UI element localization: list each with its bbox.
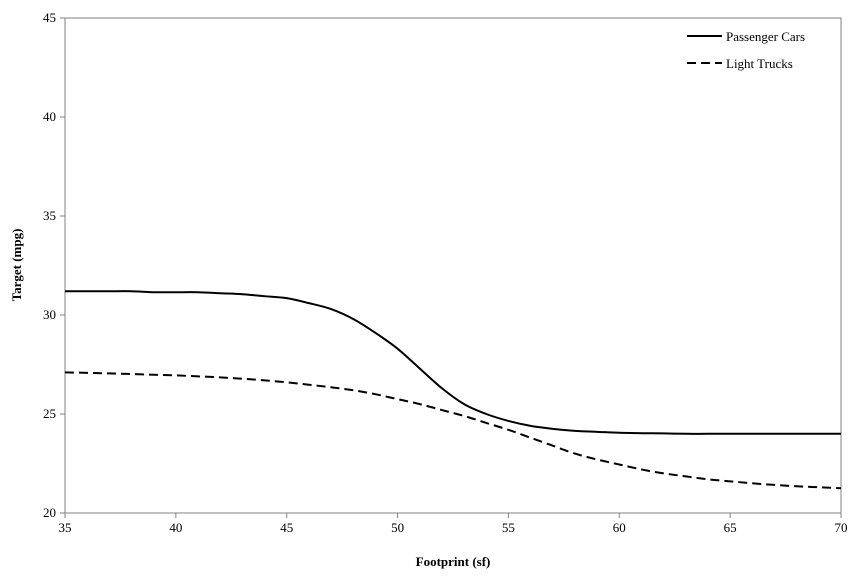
y-tick-label: 25 xyxy=(43,406,56,421)
series-line-passenger-cars xyxy=(64,290,841,435)
series-layer xyxy=(64,290,842,490)
series-line-light-trucks xyxy=(64,371,842,490)
x-tick-label: 60 xyxy=(613,520,626,535)
legend: Passenger Cars Light Trucks xyxy=(687,29,805,71)
y-tick-label: 30 xyxy=(43,307,56,322)
x-tick-label: 65 xyxy=(724,520,737,535)
x-tick-label: 55 xyxy=(502,520,515,535)
y-tick-label: 45 xyxy=(43,10,56,25)
legend-light-trucks-label: Light Trucks xyxy=(726,56,793,71)
plot-area xyxy=(64,17,842,514)
x-tick-label: 70 xyxy=(835,520,848,535)
y-tick-label: 40 xyxy=(43,109,56,124)
y-axis-ticks: 20 25 30 35 40 45 xyxy=(43,10,65,520)
y-axis-title: Target (mpg) xyxy=(9,229,24,302)
x-tick-label: 35 xyxy=(59,520,72,535)
y-tick-label: 35 xyxy=(43,208,56,223)
y-tick-label: 20 xyxy=(43,505,56,520)
x-tick-label: 40 xyxy=(169,520,182,535)
x-tick-label: 45 xyxy=(280,520,293,535)
legend-passenger-cars-label: Passenger Cars xyxy=(726,29,805,44)
x-axis-title: Footprint (sf) xyxy=(416,554,491,569)
x-tick-label: 50 xyxy=(391,520,404,535)
x-axis-ticks: 35 40 45 50 55 60 65 70 xyxy=(59,513,848,535)
